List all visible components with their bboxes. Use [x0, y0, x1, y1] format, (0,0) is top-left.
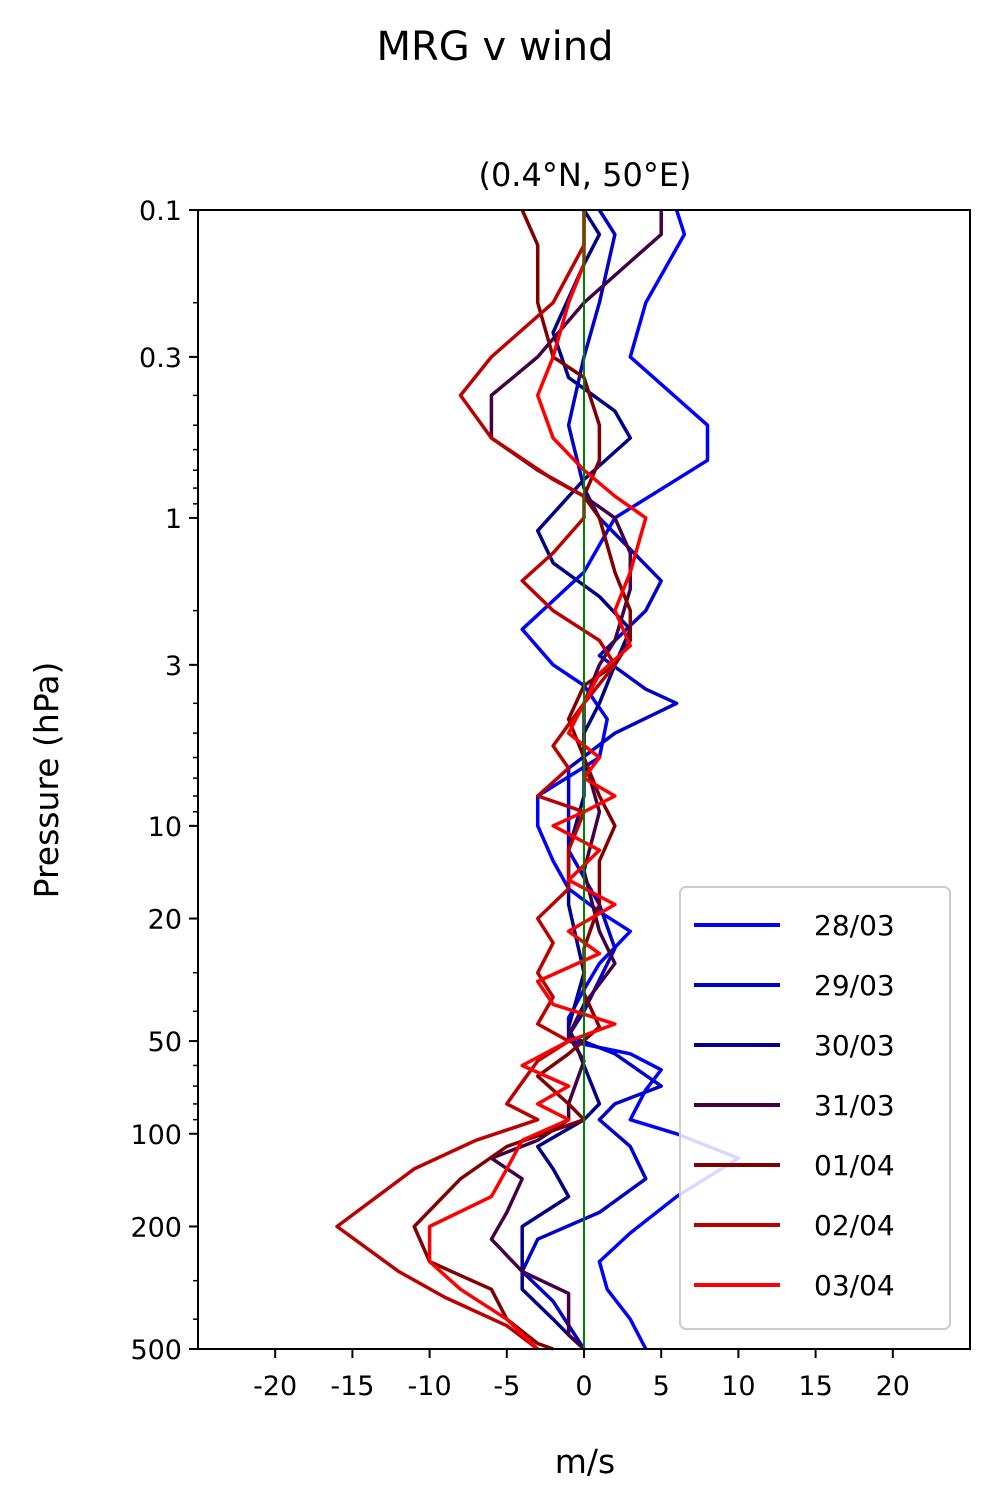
series-line-4 — [489, 210, 663, 1351]
x-tick-label: 5 — [653, 1371, 670, 1402]
x-tick-label: -20 — [253, 1371, 297, 1402]
y-tick-label: 3 — [165, 651, 182, 682]
x-tick-label: -5 — [493, 1371, 520, 1402]
x-tick-label: -15 — [330, 1371, 374, 1402]
y-tick-label: 200 — [130, 1212, 182, 1243]
x-tick-label: 0 — [575, 1371, 592, 1402]
x-axis-label: m/s — [555, 1442, 615, 1481]
y-tick-label: 500 — [130, 1335, 182, 1366]
y-tick-label: 0.1 — [139, 196, 182, 227]
y-tick-label: 20 — [148, 905, 182, 936]
x-tick-label: -10 — [408, 1371, 452, 1402]
x-tick-label: 15 — [798, 1371, 832, 1402]
x-tick-label: 10 — [721, 1371, 755, 1402]
axis-ticks: -20 -15 -10 -5 0 5 10 15 20 0.1 0.3 1 3 10 20 50 100 200 5… — [130, 196, 910, 1402]
x-tick-label: 20 — [876, 1371, 910, 1402]
y-tick-label: 10 — [148, 812, 182, 843]
y-axis-label: Pressure (hPa) — [27, 662, 66, 899]
legend-label: 02/04 — [814, 1209, 895, 1242]
y-tick-label: 50 — [148, 1027, 182, 1058]
chart-subtitle: (0.4°N, 50°E) — [478, 156, 691, 194]
series-line-7 — [427, 210, 648, 1351]
legend-label: 28/03 — [814, 909, 895, 942]
series-group — [335, 209, 741, 1351]
legend-label: 29/03 — [814, 969, 895, 1002]
y-tick-label: 1 — [165, 504, 182, 535]
legend-label: 30/03 — [814, 1029, 895, 1062]
legend-label: 31/03 — [814, 1089, 895, 1122]
y-tick-label: 100 — [130, 1120, 182, 1151]
legend: 28/03 29/03 30/03 31/03 01/04 02/04 03/04 — [679, 886, 951, 1330]
legend-box — [679, 886, 951, 1330]
legend-label: 03/04 — [814, 1269, 895, 1302]
legend-label: 01/04 — [814, 1149, 895, 1182]
series-line-3 — [520, 209, 633, 1351]
series-line-5 — [412, 209, 633, 1351]
figure-suptitle: MRG v wind — [376, 24, 614, 70]
y-tick-label: 0.3 — [139, 343, 182, 374]
series-line-6 — [335, 210, 617, 1351]
